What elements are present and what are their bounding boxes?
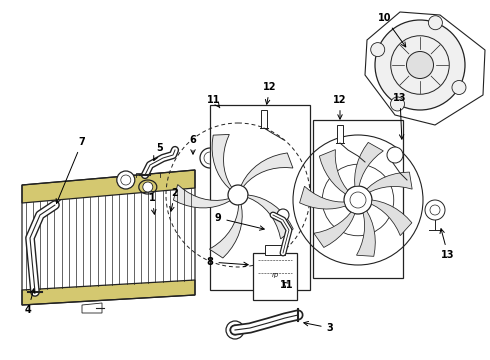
Polygon shape [253,253,297,300]
Polygon shape [371,200,412,235]
Polygon shape [241,153,293,186]
Polygon shape [314,212,355,247]
Bar [313,120,403,278]
Text: 2: 2 [170,188,178,211]
Circle shape [391,97,405,111]
Text: 6: 6 [190,135,196,154]
Text: 4: 4 [24,289,35,315]
Polygon shape [367,172,412,192]
Circle shape [375,20,465,110]
Text: 12: 12 [263,82,277,104]
Polygon shape [247,195,293,239]
Text: 11: 11 [280,280,294,290]
Text: 11: 11 [207,95,221,108]
Polygon shape [212,134,232,189]
Text: 10: 10 [378,13,406,47]
Text: 5: 5 [154,143,163,161]
FancyArrow shape [336,125,344,143]
Text: 7: 7 [56,137,85,203]
Polygon shape [173,185,230,208]
FancyArrow shape [260,110,268,128]
Circle shape [344,186,372,214]
Polygon shape [357,211,375,256]
Circle shape [407,51,434,78]
Polygon shape [82,303,102,313]
Bar [210,105,310,290]
Bar [265,245,285,255]
Polygon shape [319,150,348,194]
Text: 8: 8 [207,257,248,267]
Circle shape [425,200,445,220]
Text: 1: 1 [148,193,156,214]
Text: rp: rp [271,272,279,278]
Polygon shape [355,143,383,186]
Polygon shape [22,280,195,305]
Circle shape [226,321,244,339]
Polygon shape [22,170,195,203]
Text: 3: 3 [304,321,333,333]
Circle shape [387,147,403,163]
Text: 13: 13 [393,93,407,139]
Text: 13: 13 [440,229,455,260]
Circle shape [143,182,153,192]
Text: 9: 9 [215,213,264,230]
Circle shape [428,16,442,30]
Text: 12: 12 [333,95,347,119]
Circle shape [371,42,385,57]
Circle shape [277,209,289,221]
Polygon shape [209,204,242,258]
Polygon shape [299,186,345,209]
Circle shape [452,81,466,94]
Circle shape [117,171,135,189]
Circle shape [228,185,248,205]
